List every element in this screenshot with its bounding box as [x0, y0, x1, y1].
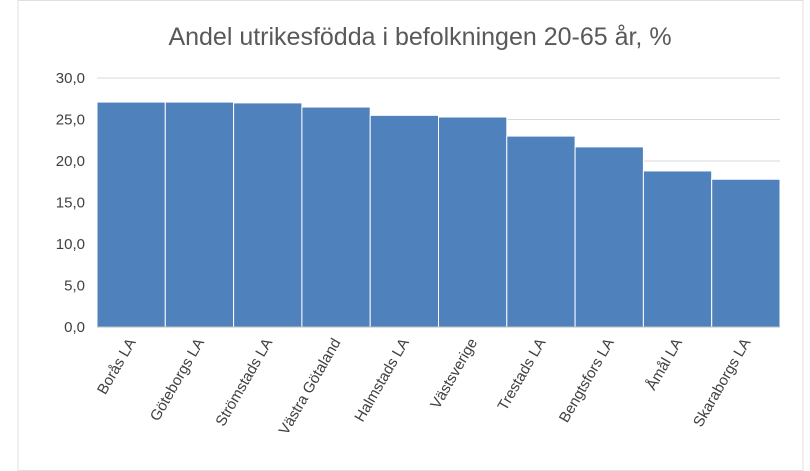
- y-tick-label: 25,0: [56, 112, 85, 129]
- bar: [96, 101, 166, 328]
- bar: [506, 135, 576, 328]
- y-tick-label: 5,0: [64, 278, 85, 295]
- bar: [574, 146, 644, 328]
- bar: [164, 101, 235, 328]
- y-tick-label: 0,0: [64, 319, 85, 336]
- bar: [642, 170, 713, 328]
- bar: [233, 102, 303, 328]
- y-tick-label: 10,0: [56, 236, 85, 253]
- bar: [711, 178, 781, 328]
- bar: [438, 116, 508, 328]
- y-tick-label: 20,0: [56, 153, 85, 170]
- y-tick-label: 15,0: [56, 195, 85, 212]
- chart-title: Andel utrikesfödda i befolkningen 20-65 …: [168, 23, 671, 51]
- y-tick-label: 30,0: [56, 70, 85, 87]
- bar: [369, 114, 440, 328]
- bar: [301, 106, 371, 328]
